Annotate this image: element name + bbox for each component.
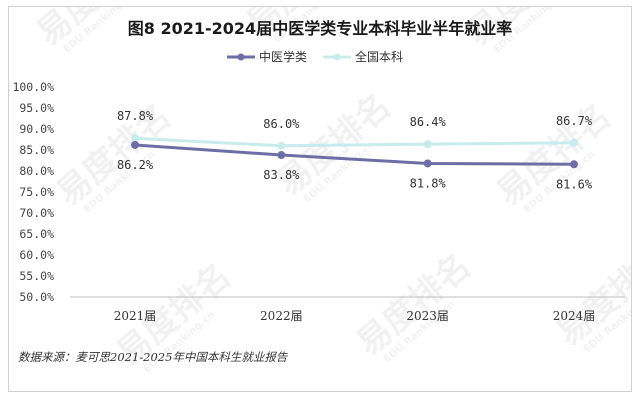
axes: 100.0% 95.0% 90.0% 85.0% 80.0% 75.0% 70.0% 65.0… xyxy=(12,80,625,323)
x-tick-label: 2024届 xyxy=(553,309,596,323)
x-tick-label: 2023届 xyxy=(406,309,449,323)
data-label: 83.8% xyxy=(263,168,300,182)
series-point xyxy=(423,159,432,168)
series-point xyxy=(131,140,139,149)
series-point xyxy=(423,140,432,149)
legend-label: 中医学类 xyxy=(259,49,307,64)
legend-item-2: 全国本科 xyxy=(323,49,403,64)
watermark-text: 易度排名 xyxy=(349,246,479,364)
series-point xyxy=(570,160,578,169)
y-tick-label: 70.0% xyxy=(19,206,54,220)
series-1 xyxy=(131,140,578,169)
y-tick-label: 50.0% xyxy=(19,290,54,304)
legend-swatch-marker xyxy=(237,53,245,61)
data-label: 86.7% xyxy=(556,114,593,128)
legend: 中医学类 全国本科 xyxy=(227,49,403,64)
y-tick-label: 60.0% xyxy=(19,248,54,262)
legend-label: 全国本科 xyxy=(355,49,403,64)
series-point xyxy=(570,138,578,147)
data-label: 81.6% xyxy=(556,177,593,191)
y-tick-label: 75.0% xyxy=(19,185,54,199)
watermark-text: 易度排名 xyxy=(549,236,631,354)
watermark-text: 易度排名 xyxy=(489,96,619,214)
series-point xyxy=(277,141,286,150)
series-point xyxy=(131,134,139,143)
data-label: 86.0% xyxy=(263,117,300,131)
y-tick-label: 90.0% xyxy=(19,122,54,136)
data-label: 81.8% xyxy=(410,176,447,190)
series-line xyxy=(134,136,575,148)
y-tick-label: 80.0% xyxy=(19,164,54,178)
series-2 xyxy=(131,134,578,150)
y-tick-label: 95.0% xyxy=(19,101,54,115)
y-tick-label: 85.0% xyxy=(19,143,54,157)
chart-title: 图8 2021-2024届中医学类专业本科毕业半年就业率 xyxy=(128,19,512,38)
source-note: 数据来源：麦可思2021-2025年中国本科生就业报告 xyxy=(18,350,289,364)
y-tick-label: 65.0% xyxy=(19,227,54,241)
legend-swatch-marker xyxy=(333,53,341,61)
watermark-text: 易度排名 xyxy=(49,96,179,214)
legend-item-1: 中医学类 xyxy=(227,49,307,64)
series-layer xyxy=(131,134,578,169)
data-label: 86.2% xyxy=(117,158,154,172)
y-tick-label: 100.0% xyxy=(12,80,54,94)
y-tick-label: 55.0% xyxy=(19,269,54,283)
data-label: 87.8% xyxy=(117,109,154,123)
series-line xyxy=(134,143,575,166)
data-label-layer: 86.2% 83.8% 81.8% 81.6% 87.8% 86.0% 86.4% 86.7% xyxy=(117,109,593,191)
x-tick-label: 2022届 xyxy=(260,309,303,323)
series-point xyxy=(277,151,286,160)
x-tick-label: 2021届 xyxy=(114,309,157,323)
data-label: 86.4% xyxy=(410,115,447,129)
